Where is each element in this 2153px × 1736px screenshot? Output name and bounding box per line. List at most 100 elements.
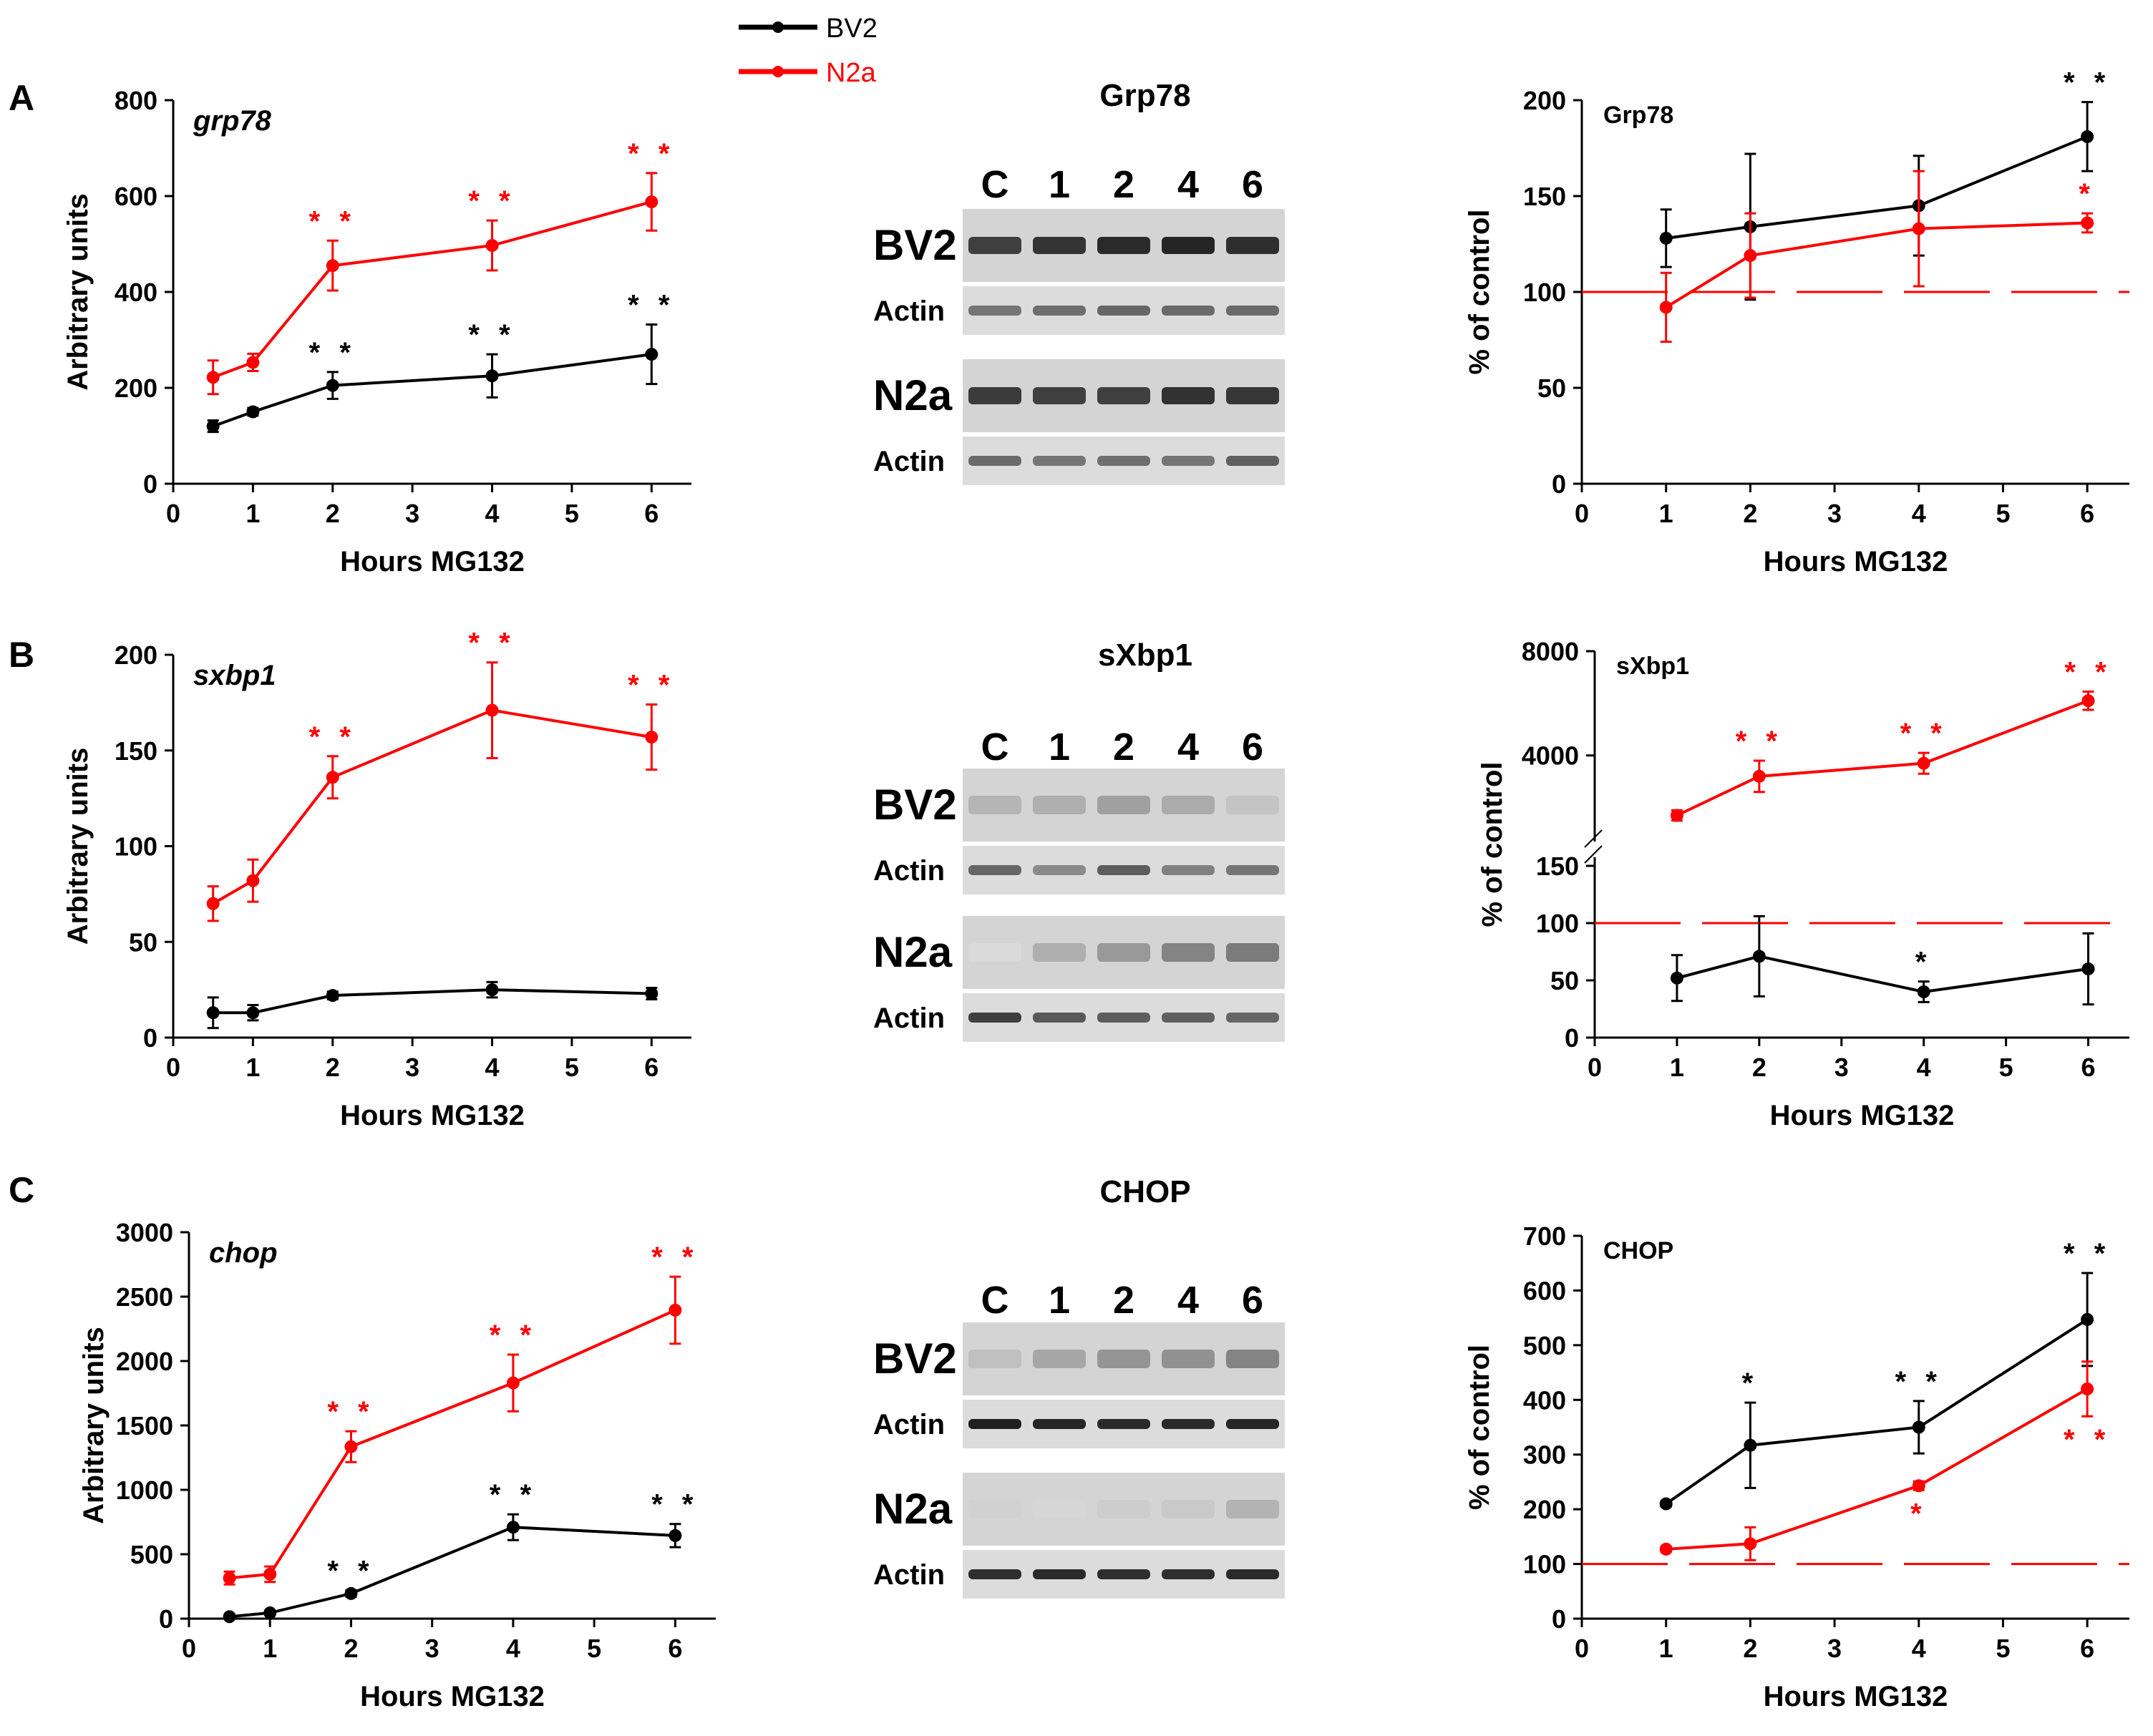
blot-band [1033, 1569, 1086, 1579]
data-point-n2a [326, 771, 339, 784]
y-tick-label: 0 [1552, 1604, 1566, 1634]
blot-band [1033, 796, 1086, 814]
blot-band [1162, 1013, 1215, 1023]
x-tick-label: 2 [326, 1053, 340, 1082]
data-point-bv2 [1912, 1420, 1925, 1434]
series-line-bv2 [213, 353, 652, 428]
chart-title: CHOP [1603, 1237, 1673, 1264]
x-axis-label: Hours MG132 [340, 546, 525, 577]
blot-band [1097, 456, 1150, 466]
series-line-bv2 [1665, 1318, 2089, 1506]
blot-chop: CHOP C 1 2 4 6 BV2 Actin N2a Actin [873, 1174, 1285, 1599]
significance-stars: * * [2064, 1424, 2111, 1455]
panel-letter-c: C [9, 1170, 34, 1210]
data-point-bv2 [485, 983, 499, 997]
y-tick-label: 300 [1523, 1440, 1566, 1470]
significance-stars: * * [327, 1396, 374, 1428]
data-point-n2a [246, 874, 260, 887]
y-tick-label: 2500 [116, 1282, 173, 1312]
x-tick-label: 5 [1996, 1634, 2010, 1663]
x-tick-label: 3 [405, 499, 419, 528]
series-line-n2a [229, 1309, 676, 1580]
series-line-n2a [212, 708, 652, 905]
blot-title: Grp78 [1099, 78, 1190, 113]
data-point-n2a [485, 239, 499, 253]
blot-band [1097, 306, 1150, 316]
data-point-n2a [1659, 301, 1673, 314]
chart-title: sxbp1 [193, 660, 276, 691]
x-tick-label: 0 [166, 499, 180, 528]
data-point-bv2 [2081, 1312, 2094, 1326]
blot-band [1097, 237, 1150, 254]
data-point-bv2 [326, 379, 339, 392]
x-tick-label: 5 [1996, 499, 2010, 528]
blot-band [1226, 796, 1279, 814]
blot-band [1226, 1013, 1279, 1023]
significance-stars: * [1742, 1367, 1759, 1399]
x-tick-label: 0 [1575, 499, 1589, 528]
blot-band [968, 1500, 1021, 1518]
blot-band [968, 1013, 1021, 1023]
significance-stars: * [1910, 1498, 1928, 1529]
x-tick-label: 3 [1827, 499, 1842, 528]
blot-lane-label: 1 [1049, 163, 1070, 206]
x-axis-label: Hours MG132 [340, 1100, 525, 1131]
data-point-n2a [263, 1567, 277, 1581]
blot-lane-label: 2 [1113, 163, 1134, 206]
blot-band [968, 865, 1021, 875]
blot-band [1033, 1013, 1086, 1023]
x-tick-label: 2 [326, 499, 340, 528]
blot-band [1162, 387, 1215, 404]
blot-title: CHOP [1099, 1174, 1190, 1209]
data-point-n2a [206, 897, 220, 910]
significance-stars: * * [2064, 1238, 2111, 1269]
blot-lane-label: 2 [1113, 726, 1134, 769]
blot-band [968, 796, 1021, 814]
x-axis-label: Hours MG132 [360, 1681, 545, 1712]
data-point-n2a [2081, 216, 2094, 230]
blot-sxbp1: sXbp1 C 1 2 4 6 BV2 Actin N2a Actin [873, 638, 1285, 1042]
blot-band [1033, 865, 1086, 875]
data-point-bv2 [2081, 130, 2094, 143]
blot-band [1033, 456, 1086, 466]
chart-c-mrna: 0 500 1000 1500 2000 2500 3000 0 1 2 3 4 5 6 Hours MG1… [78, 1218, 716, 1712]
y-tick-label: 3000 [116, 1218, 173, 1247]
x-tick-label: 1 [246, 1053, 260, 1082]
data-point-n2a [206, 371, 220, 384]
y-tick-label: 500 [130, 1540, 173, 1569]
data-point-bv2 [344, 1586, 358, 1600]
data-point-bv2 [1659, 231, 1673, 245]
x-tick-label: 0 [1588, 1053, 1602, 1082]
y-tick-label: 2000 [116, 1347, 173, 1376]
x-tick-label: 1 [1659, 499, 1673, 528]
blot-row-label: Actin [873, 1003, 945, 1034]
blot-band [1033, 1500, 1086, 1518]
blot-row-label: N2a [873, 928, 953, 976]
blot-band [1226, 1500, 1279, 1518]
data-point-bv2 [1752, 950, 1766, 963]
significance-stars: * * [490, 1320, 537, 1351]
blot-row-label: Actin [873, 296, 945, 327]
chart-title: sXbp1 [1616, 653, 1689, 680]
x-tick-label: 6 [668, 1634, 682, 1663]
blot-row-label: BV2 [873, 781, 957, 829]
chart-a-mrna: 0 200 400 600 800 0 1 2 3 4 5 6 Hours MG132 Arbitrary… [62, 86, 691, 577]
y-tick-label: 150 [1523, 182, 1566, 211]
x-tick-label: 3 [405, 1053, 419, 1082]
blot-title: sXbp1 [1098, 638, 1192, 673]
data-point-n2a [1912, 222, 1925, 235]
y-tick-label: 200 [115, 640, 157, 670]
series-line-n2a [212, 200, 652, 379]
x-axis-label: Hours MG132 [1764, 546, 1948, 577]
chart-a-protein: 0 50 100 150 200 0 1 2 3 4 5 6 Hours MG132 % of contr… [1464, 67, 2129, 577]
blot-band [1162, 456, 1215, 466]
data-point-bv2 [1670, 971, 1683, 985]
blot-band [968, 943, 1021, 962]
data-point-n2a [2081, 694, 2095, 708]
data-point-bv2 [1917, 985, 1930, 998]
blot-lane-label: 1 [1049, 726, 1070, 769]
blot-band [1033, 387, 1086, 404]
significance-stars: * * [2064, 67, 2111, 99]
blot-lane-label: 4 [1177, 726, 1199, 769]
blot-band [1162, 306, 1215, 316]
